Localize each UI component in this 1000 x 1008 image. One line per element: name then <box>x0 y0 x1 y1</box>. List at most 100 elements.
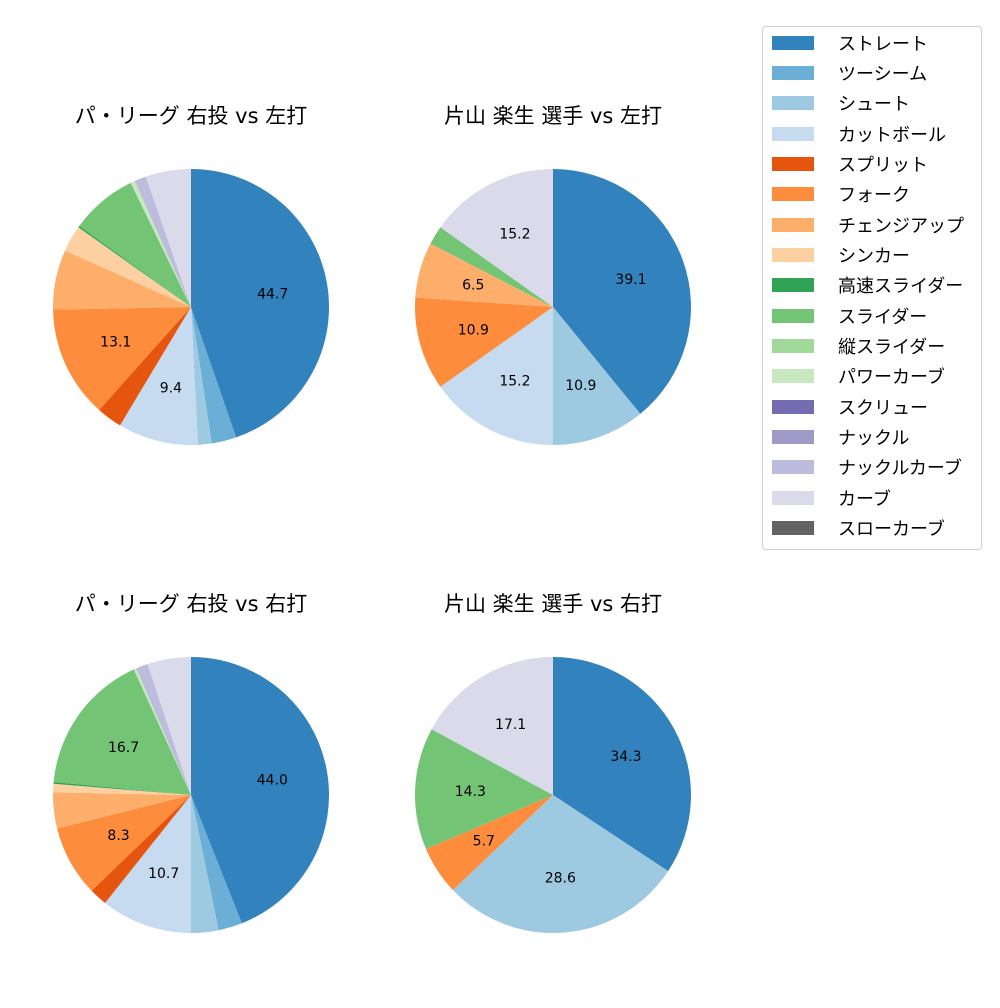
pie-slice <box>79 182 191 307</box>
legend-label: フォーク <box>838 185 910 206</box>
legend: ストレート ツーシーム シュート カットボール スプリット フォーク チェンジア… <box>762 26 982 550</box>
pie-slice <box>78 225 191 307</box>
pie-slice <box>440 169 553 307</box>
legend-swatch <box>772 36 814 50</box>
pie-slice <box>53 792 191 829</box>
pie-slice <box>134 176 191 307</box>
pie-chart: 44.7 9.4 13.1 <box>53 169 329 445</box>
pie-panel-league-vs-right: パ・リーグ 右投 vs 右打 44.0 10.7 8.3 16.7 <box>51 588 391 1008</box>
pie-slice <box>53 307 191 410</box>
legend-item: 縦スライダー <box>772 336 945 358</box>
slice-value-label: 14.3 <box>455 784 486 800</box>
pie-slice <box>440 307 553 445</box>
pie-slice <box>133 668 191 795</box>
legend-item: カットボール <box>772 124 946 146</box>
legend-item: 高速スライダー <box>772 275 964 297</box>
legend-item: スローカーブ <box>772 518 945 540</box>
pie-panel-player-vs-right: 片山 楽生 選手 vs 右打 34.3 28.6 5.7 14.3 17.1 <box>413 588 753 1008</box>
legend-item: スライダー <box>772 306 928 328</box>
slice-value-label: 10.7 <box>148 866 179 882</box>
legend-label: パワーカーブ <box>838 367 945 388</box>
pie-slice <box>191 307 237 444</box>
pie-slice <box>415 297 553 387</box>
pie-slice <box>415 729 553 850</box>
pie-slice <box>426 795 553 891</box>
legend-swatch <box>772 400 814 414</box>
pie-slice <box>53 783 191 795</box>
slice-value-label: 9.4 <box>160 380 182 396</box>
legend-swatch <box>772 309 814 323</box>
pie-slice <box>191 169 329 438</box>
pie-slice <box>191 795 219 933</box>
slice-value-label: 10.9 <box>565 378 596 394</box>
slice-value-label: 16.7 <box>108 740 139 756</box>
pie-slice <box>191 657 330 924</box>
pie-panel-player-vs-left: 片山 楽生 選手 vs 左打 39.1 10.9 15.2 10.9 6.5 15.2 <box>413 100 753 520</box>
legend-item: スプリット <box>772 154 928 176</box>
pie-chart: 34.3 28.6 5.7 14.3 17.1 <box>415 657 691 933</box>
legend-label: スクリュー <box>838 398 928 419</box>
legend-swatch <box>772 491 814 505</box>
pie-slice <box>415 243 553 307</box>
legend-swatch <box>772 369 814 383</box>
legend-label: カーブ <box>838 489 891 510</box>
legend-label: スローカーブ <box>838 519 945 540</box>
pie-slice <box>105 795 191 933</box>
pie-slice <box>99 307 191 426</box>
pie-slice <box>65 227 191 307</box>
pie-slice <box>553 657 691 872</box>
pie-chart: 44.0 10.7 8.3 16.7 <box>53 657 330 933</box>
slice-value-label: 17.1 <box>495 717 526 733</box>
legend-swatch <box>772 278 814 292</box>
legend-swatch <box>772 218 814 232</box>
legend-label: シンカー <box>838 246 910 267</box>
legend-label: 高速スライダー <box>838 276 964 297</box>
legend-item: カーブ <box>772 488 891 510</box>
pie-slice <box>57 795 191 891</box>
legend-item: ナックルカーブ <box>772 457 962 479</box>
legend-item: スクリュー <box>772 397 928 419</box>
pie-slice <box>145 169 191 307</box>
legend-item: チェンジアップ <box>772 215 964 237</box>
chart-title: パ・リーグ 右投 vs 右打 <box>74 592 308 616</box>
pie-slice <box>120 307 198 445</box>
legend-swatch <box>772 127 814 141</box>
pie-slice <box>452 795 669 933</box>
pie-chart: 39.1 10.9 15.2 10.9 6.5 15.2 <box>415 169 691 445</box>
slice-value-label: 44.7 <box>257 286 288 302</box>
pie-slice <box>53 250 191 310</box>
legend-label: ナックル <box>838 428 910 449</box>
legend-label: シュート <box>838 94 910 115</box>
slice-value-label: 8.3 <box>107 828 129 844</box>
slice-value-label: 15.2 <box>499 374 530 390</box>
pie-slice <box>130 181 191 307</box>
legend-swatch <box>772 66 814 80</box>
legend-label: スプリット <box>838 155 928 176</box>
legend-swatch <box>772 248 814 262</box>
pie-slice <box>191 795 242 931</box>
chart-title: 片山 楽生 選手 vs 右打 <box>443 592 663 616</box>
slice-value-label: 13.1 <box>100 335 131 351</box>
legend-swatch <box>772 460 814 474</box>
legend-label: ストレート <box>838 34 928 55</box>
slice-value-label: 44.0 <box>257 772 288 788</box>
legend-swatch <box>772 187 814 201</box>
slice-value-label: 34.3 <box>610 749 641 765</box>
pie-slice <box>53 669 191 795</box>
legend-label: ナックルカーブ <box>838 458 962 479</box>
legend-item: ストレート <box>772 33 928 55</box>
legend-item: フォーク <box>772 184 910 206</box>
pie-slice <box>431 657 553 795</box>
pie-slice <box>553 169 691 414</box>
legend-item: シュート <box>772 93 910 115</box>
slice-value-label: 6.5 <box>462 278 484 294</box>
legend-swatch <box>772 96 814 110</box>
pie-slice <box>53 782 192 795</box>
chart-title: 片山 楽生 選手 vs 左打 <box>443 104 663 128</box>
legend-swatch <box>772 430 814 444</box>
legend-swatch <box>772 157 814 171</box>
pie-slice <box>91 795 191 903</box>
legend-swatch <box>772 521 814 535</box>
legend-label: スライダー <box>838 307 928 328</box>
legend-label: チェンジアップ <box>838 216 964 237</box>
